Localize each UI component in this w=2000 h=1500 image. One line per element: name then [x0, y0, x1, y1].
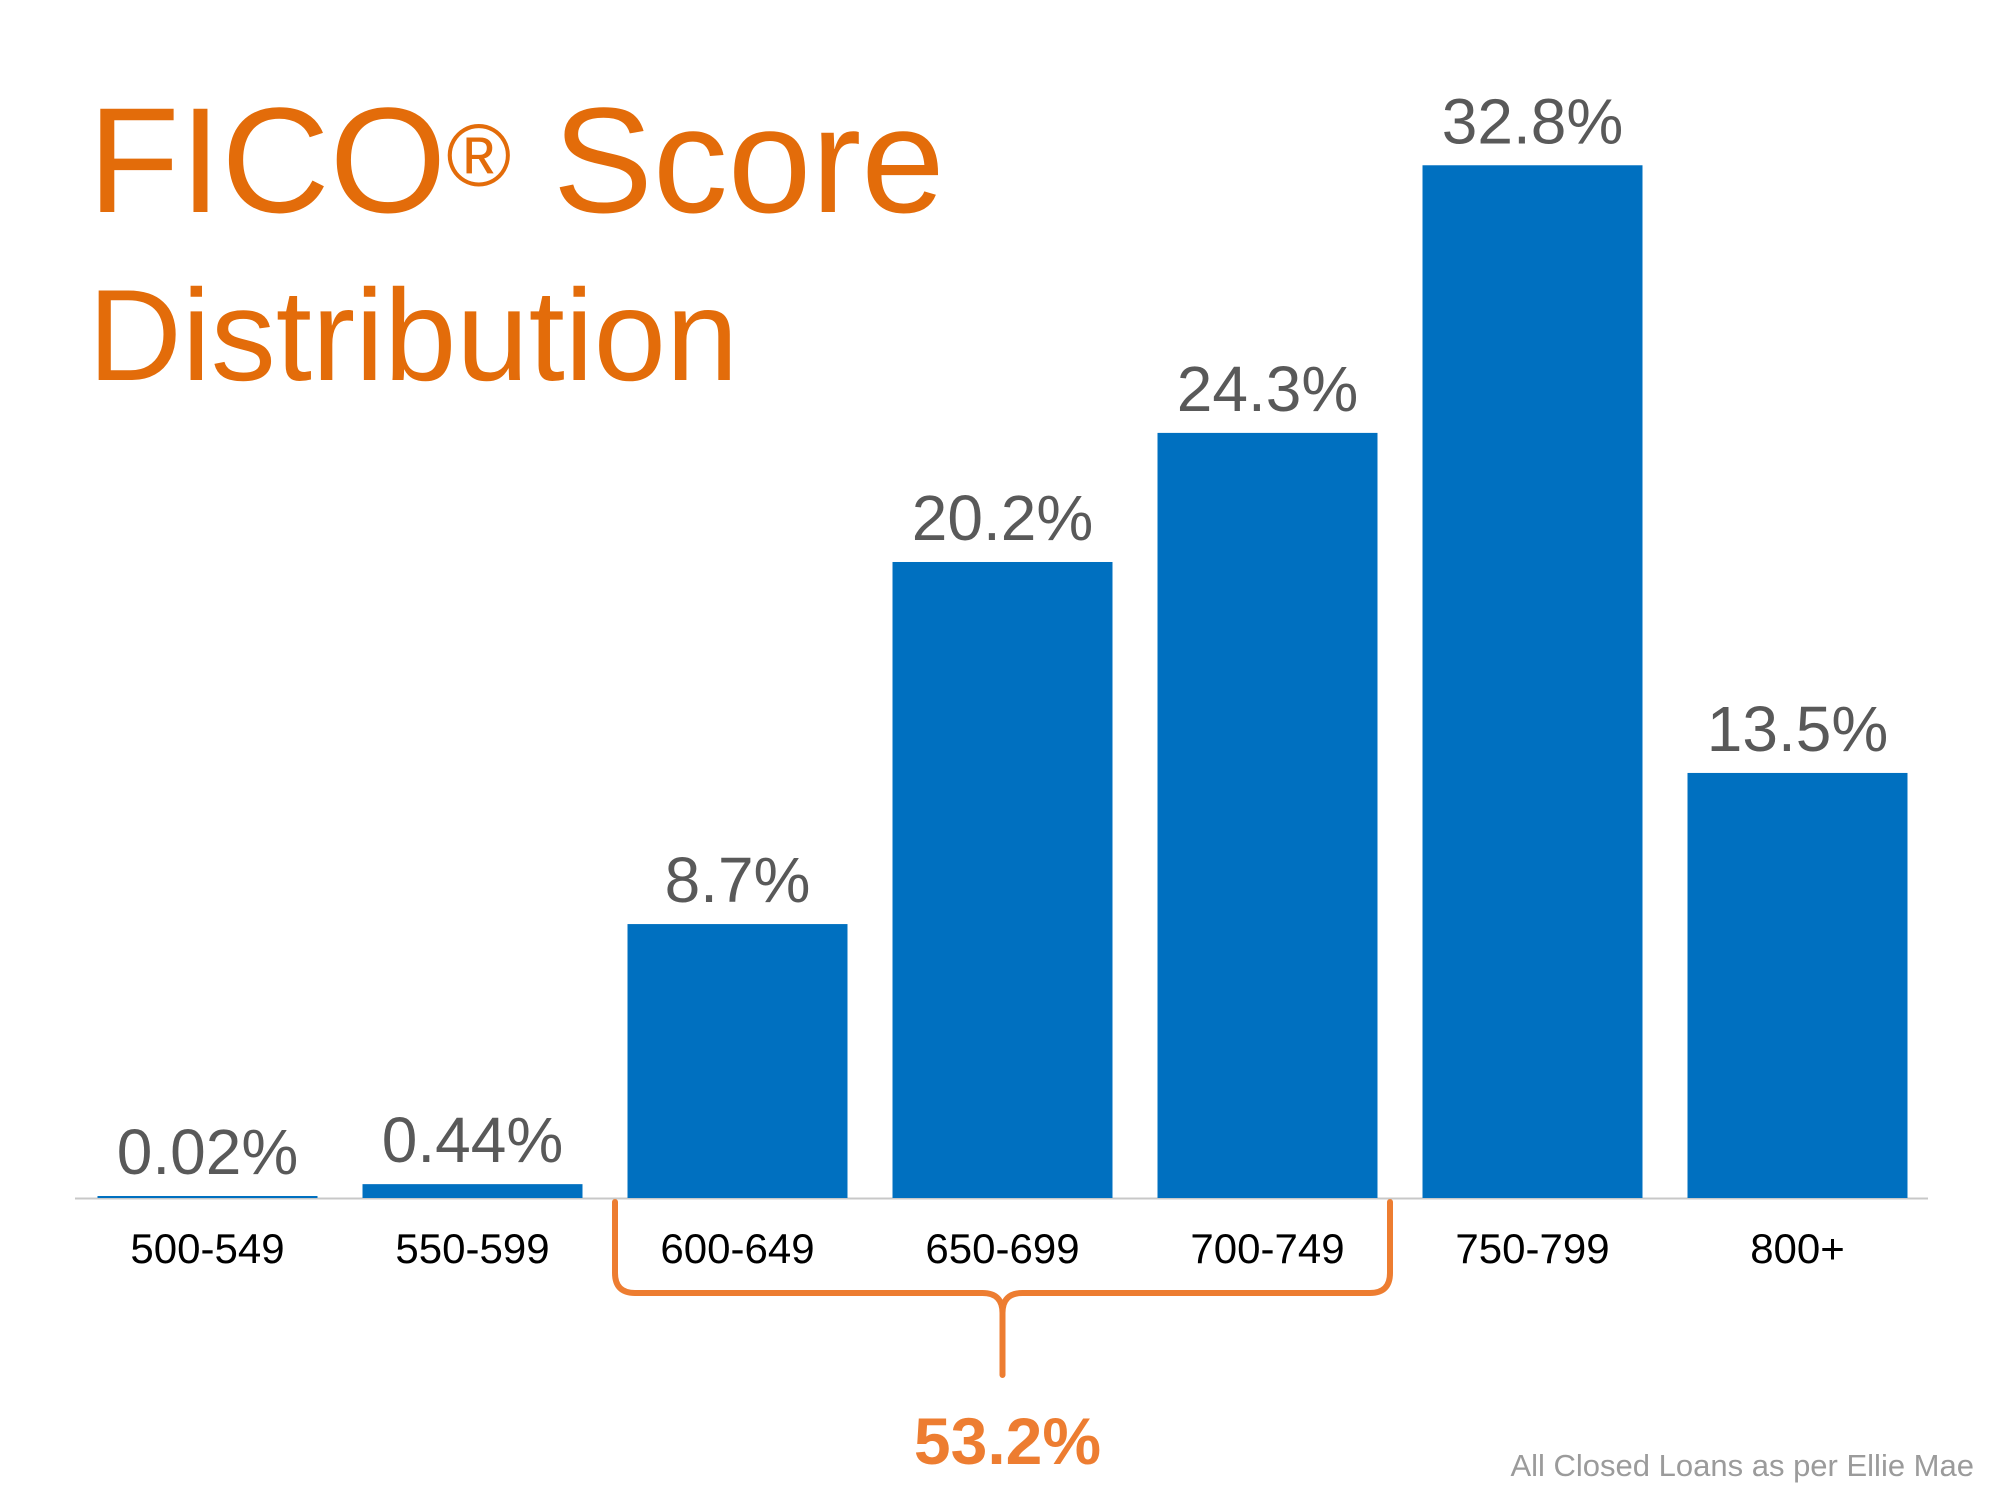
bar-550-599 — [362, 1184, 583, 1198]
registered-mark: ® — [446, 106, 512, 205]
category-label: 700-749 — [1190, 1225, 1344, 1272]
chart-title-text: FICO — [88, 76, 447, 244]
category-label: 500-549 — [130, 1225, 284, 1272]
bar-700-749 — [1157, 432, 1378, 1198]
bar-800+ — [1687, 772, 1908, 1198]
chart-subtitle: Distribution — [88, 262, 739, 408]
value-label: 24.3% — [1177, 353, 1358, 425]
bar-750-799 — [1422, 165, 1643, 1199]
bar-650-699 — [892, 561, 1113, 1198]
value-label: 0.44% — [382, 1104, 563, 1176]
bar-500-549 — [97, 1196, 318, 1198]
bracket-layer: 53.2% — [612, 1199, 1393, 1478]
value-label: 0.02% — [117, 1116, 298, 1188]
value-label: 8.7% — [665, 844, 811, 916]
bracket-total-label: 53.2% — [914, 1404, 1101, 1478]
value-label: 32.8% — [1442, 85, 1623, 157]
value-label: 20.2% — [912, 482, 1093, 554]
value-label: 13.5% — [1707, 693, 1888, 765]
bars-layer — [75, 165, 1928, 1200]
chart-title-suffix: Score — [511, 76, 945, 244]
category-label: 800+ — [1750, 1225, 1845, 1272]
labels-layer: 0.02% 500-549 0.44% 550-599 8.7% 600-649 20.2%… — [117, 85, 1888, 1272]
range-bracket — [612, 1199, 1393, 1378]
source-note: All Closed Loans as per Ellie Mae — [1510, 1448, 1974, 1483]
bar-600-649 — [627, 924, 848, 1198]
chart-title: FICO® Score — [88, 85, 945, 235]
category-label: 600-649 — [660, 1225, 814, 1272]
category-label: 550-599 — [395, 1225, 549, 1272]
category-label: 650-699 — [925, 1225, 1079, 1272]
category-label: 750-799 — [1455, 1225, 1609, 1272]
